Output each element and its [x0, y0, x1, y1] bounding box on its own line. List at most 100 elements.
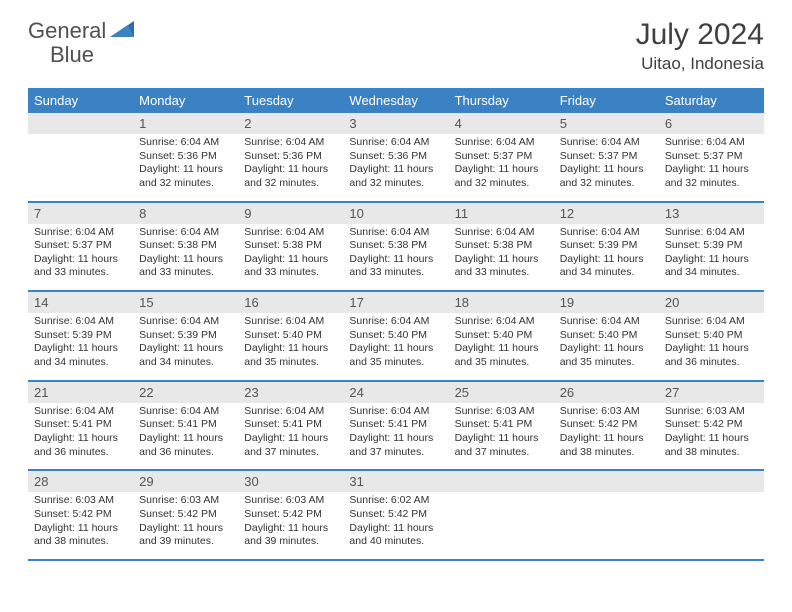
daylight-text: Daylight: 11 hours and 35 minutes.	[244, 342, 337, 369]
sunrise-text: Sunrise: 6:04 AM	[349, 136, 442, 150]
day-cell	[659, 492, 764, 559]
day-number: 2	[238, 113, 343, 134]
day-number-row: 123456	[28, 113, 764, 134]
sunrise-text: Sunrise: 6:03 AM	[455, 405, 548, 419]
day-number: 4	[449, 113, 554, 134]
day-cell: Sunrise: 6:04 AMSunset: 5:40 PMDaylight:…	[449, 313, 554, 380]
day-cell: Sunrise: 6:03 AMSunset: 5:42 PMDaylight:…	[133, 492, 238, 559]
sunset-text: Sunset: 5:41 PM	[455, 418, 548, 432]
daylight-text: Daylight: 11 hours and 39 minutes.	[244, 522, 337, 549]
day-cell: Sunrise: 6:03 AMSunset: 5:42 PMDaylight:…	[659, 403, 764, 470]
daylight-text: Daylight: 11 hours and 34 minutes.	[560, 253, 653, 280]
day-cell: Sunrise: 6:03 AMSunset: 5:42 PMDaylight:…	[28, 492, 133, 559]
day-number: 17	[343, 292, 448, 313]
day-number: 27	[659, 382, 764, 403]
sunrise-text: Sunrise: 6:04 AM	[455, 136, 548, 150]
sunset-text: Sunset: 5:40 PM	[244, 329, 337, 343]
sunrise-text: Sunrise: 6:04 AM	[139, 136, 232, 150]
sunset-text: Sunset: 5:41 PM	[139, 418, 232, 432]
sunset-text: Sunset: 5:42 PM	[665, 418, 758, 432]
sunset-text: Sunset: 5:39 PM	[139, 329, 232, 343]
sunset-text: Sunset: 5:39 PM	[560, 239, 653, 253]
daylight-text: Daylight: 11 hours and 35 minutes.	[349, 342, 442, 369]
daylight-text: Daylight: 11 hours and 36 minutes.	[665, 342, 758, 369]
sunrise-text: Sunrise: 6:04 AM	[139, 405, 232, 419]
day-number: 8	[133, 203, 238, 224]
sunset-text: Sunset: 5:39 PM	[665, 239, 758, 253]
day-cell: Sunrise: 6:03 AMSunset: 5:42 PMDaylight:…	[554, 403, 659, 470]
day-number: 10	[343, 203, 448, 224]
sunrise-text: Sunrise: 6:03 AM	[244, 494, 337, 508]
day-cell: Sunrise: 6:04 AMSunset: 5:40 PMDaylight:…	[343, 313, 448, 380]
sunset-text: Sunset: 5:36 PM	[349, 150, 442, 164]
day-cell: Sunrise: 6:03 AMSunset: 5:42 PMDaylight:…	[238, 492, 343, 559]
day-number: 6	[659, 113, 764, 134]
day-cell: Sunrise: 6:04 AMSunset: 5:39 PMDaylight:…	[28, 313, 133, 380]
day-number: 31	[343, 471, 448, 492]
day-cell: Sunrise: 6:04 AMSunset: 5:36 PMDaylight:…	[238, 134, 343, 201]
sunrise-text: Sunrise: 6:04 AM	[349, 315, 442, 329]
daylight-text: Daylight: 11 hours and 34 minutes.	[34, 342, 127, 369]
week-row: 14151617181920Sunrise: 6:04 AMSunset: 5:…	[28, 292, 764, 382]
sunrise-text: Sunrise: 6:04 AM	[34, 226, 127, 240]
day-number: 30	[238, 471, 343, 492]
daylight-text: Daylight: 11 hours and 32 minutes.	[455, 163, 548, 190]
daylight-text: Daylight: 11 hours and 33 minutes.	[349, 253, 442, 280]
logo-text-general: General	[28, 18, 106, 44]
day-cell: Sunrise: 6:04 AMSunset: 5:37 PMDaylight:…	[554, 134, 659, 201]
sunset-text: Sunset: 5:42 PM	[349, 508, 442, 522]
day-body-row: Sunrise: 6:04 AMSunset: 5:41 PMDaylight:…	[28, 403, 764, 472]
daylight-text: Daylight: 11 hours and 40 minutes.	[349, 522, 442, 549]
sunrise-text: Sunrise: 6:04 AM	[560, 315, 653, 329]
sunset-text: Sunset: 5:37 PM	[665, 150, 758, 164]
sunset-text: Sunset: 5:40 PM	[560, 329, 653, 343]
sunset-text: Sunset: 5:39 PM	[34, 329, 127, 343]
daylight-text: Daylight: 11 hours and 38 minutes.	[665, 432, 758, 459]
sunrise-text: Sunrise: 6:04 AM	[244, 405, 337, 419]
sunset-text: Sunset: 5:40 PM	[349, 329, 442, 343]
sunrise-text: Sunrise: 6:04 AM	[34, 315, 127, 329]
daylight-text: Daylight: 11 hours and 34 minutes.	[665, 253, 758, 280]
day-number: 18	[449, 292, 554, 313]
sunrise-text: Sunrise: 6:04 AM	[244, 315, 337, 329]
daylight-text: Daylight: 11 hours and 33 minutes.	[244, 253, 337, 280]
sunset-text: Sunset: 5:37 PM	[455, 150, 548, 164]
day-number-row: 21222324252627	[28, 382, 764, 403]
day-body-row: Sunrise: 6:04 AMSunset: 5:39 PMDaylight:…	[28, 313, 764, 382]
day-cell: Sunrise: 6:04 AMSunset: 5:40 PMDaylight:…	[238, 313, 343, 380]
daylight-text: Daylight: 11 hours and 36 minutes.	[139, 432, 232, 459]
day-number: 29	[133, 471, 238, 492]
sunrise-text: Sunrise: 6:04 AM	[560, 136, 653, 150]
sunrise-text: Sunrise: 6:04 AM	[349, 226, 442, 240]
day-cell: Sunrise: 6:04 AMSunset: 5:37 PMDaylight:…	[659, 134, 764, 201]
week-row: 123456Sunrise: 6:04 AMSunset: 5:36 PMDay…	[28, 113, 764, 203]
day-cell: Sunrise: 6:04 AMSunset: 5:38 PMDaylight:…	[343, 224, 448, 291]
day-number: 21	[28, 382, 133, 403]
day-number: 26	[554, 382, 659, 403]
sunrise-text: Sunrise: 6:04 AM	[455, 226, 548, 240]
day-header: Sunday	[28, 88, 133, 113]
day-body-row: Sunrise: 6:04 AMSunset: 5:36 PMDaylight:…	[28, 134, 764, 203]
logo: General Blue	[28, 18, 138, 44]
sunset-text: Sunset: 5:40 PM	[455, 329, 548, 343]
sunset-text: Sunset: 5:41 PM	[244, 418, 337, 432]
day-header: Friday	[554, 88, 659, 113]
calendar-grid: SundayMondayTuesdayWednesdayThursdayFrid…	[28, 88, 764, 561]
day-header: Thursday	[449, 88, 554, 113]
daylight-text: Daylight: 11 hours and 32 minutes.	[665, 163, 758, 190]
sunrise-text: Sunrise: 6:04 AM	[455, 315, 548, 329]
day-cell: Sunrise: 6:04 AMSunset: 5:39 PMDaylight:…	[554, 224, 659, 291]
daylight-text: Daylight: 11 hours and 35 minutes.	[455, 342, 548, 369]
logo-text-blue: Blue	[50, 42, 94, 68]
day-number: 15	[133, 292, 238, 313]
sunrise-text: Sunrise: 6:04 AM	[665, 136, 758, 150]
day-cell: Sunrise: 6:02 AMSunset: 5:42 PMDaylight:…	[343, 492, 448, 559]
day-number: 9	[238, 203, 343, 224]
day-number	[659, 471, 764, 492]
daylight-text: Daylight: 11 hours and 38 minutes.	[34, 522, 127, 549]
day-number: 25	[449, 382, 554, 403]
logo-triangle-icon	[110, 19, 136, 44]
sunrise-text: Sunrise: 6:04 AM	[244, 136, 337, 150]
sunset-text: Sunset: 5:38 PM	[349, 239, 442, 253]
day-header: Tuesday	[238, 88, 343, 113]
